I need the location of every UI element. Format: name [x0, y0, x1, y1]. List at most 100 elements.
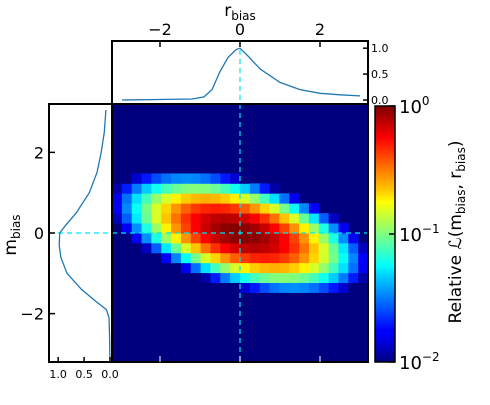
left-marginal-curve [58, 109, 111, 363]
heatmap-cell [200, 252, 211, 264]
heatmap-cell [171, 213, 182, 224]
heatmap-cell [249, 272, 261, 284]
heatmap-cell [240, 223, 251, 234]
colorbar-label-close: ) [446, 141, 466, 148]
heatmap-cell [299, 262, 310, 274]
colorbar-tick-exponent: −2 [422, 350, 440, 364]
left-bottom-tick-label: 0.5 [75, 368, 93, 381]
heatmap-cell [308, 272, 320, 284]
heatmap-cell [161, 233, 172, 244]
heatmap-cell [279, 242, 290, 254]
left-bottom-ticks: 1.0 0.5 0.0 [49, 357, 119, 381]
heatmap-cell [220, 223, 231, 234]
x-axis-label: rbias [224, 1, 256, 23]
heatmap-cell [289, 193, 300, 204]
heatmap-cell [180, 203, 192, 214]
heatmap-cell [318, 233, 330, 244]
heatmap-cell [308, 242, 320, 254]
heatmap-cell [289, 252, 300, 264]
heatmap-cell [121, 203, 133, 214]
heatmap-cell [328, 282, 339, 293]
heatmap-cell [308, 262, 320, 274]
heatmap-cell [348, 272, 359, 284]
heatmap-cell [200, 272, 211, 284]
heatmap-cell [240, 282, 251, 293]
heatmap-cell [131, 213, 142, 224]
heatmap-cell [328, 242, 339, 254]
heatmap-cell [338, 262, 349, 274]
top-x-tick-label: 2 [315, 20, 325, 39]
heatmap-cell [279, 282, 290, 293]
heatmap-cell [240, 262, 251, 274]
heatmap-cell [151, 242, 162, 254]
heatmap-cell [259, 282, 270, 293]
heatmap-cell [328, 262, 339, 274]
heatmap-cell [220, 252, 231, 264]
heatmap-cell [279, 223, 290, 234]
heatmap-cell [289, 262, 300, 274]
heatmap-cell [200, 193, 211, 204]
heatmap-cell [210, 223, 221, 234]
heatmap-cell [200, 242, 211, 254]
heatmap-cell [358, 252, 369, 264]
heatmap-cell [259, 213, 270, 224]
heatmap-cell [269, 193, 280, 204]
x-axis-label-main: r [224, 1, 231, 21]
heatmap-cell [249, 183, 261, 194]
heatmap-cell [141, 223, 152, 234]
left-y-tick-label: −2 [20, 305, 44, 324]
heatmap-cell [318, 242, 330, 254]
heatmap-cell [220, 193, 231, 204]
heatmap-cell [220, 213, 231, 224]
heatmap-cell [249, 252, 261, 264]
heatmap-cell [131, 233, 142, 244]
heatmap-cell [161, 203, 172, 214]
y-axis-label-sub: bias [9, 214, 23, 239]
heatmap-cell [151, 223, 162, 234]
heatmap-cell [112, 183, 123, 194]
heatmap-cell [141, 193, 152, 204]
colorbar-label: Relative ℒ(mbias, rbias) [446, 141, 468, 324]
heatmap-cell [338, 242, 349, 254]
heatmap-cell [279, 233, 290, 244]
heatmap-cell [230, 203, 241, 214]
heatmap-cell [240, 213, 251, 224]
heatmap-cell [269, 252, 280, 264]
heatmap-cell [289, 223, 300, 234]
heatmap-cell [269, 203, 280, 214]
heatmap-cell [308, 233, 320, 244]
top-x-tick-label: −2 [148, 20, 172, 39]
heatmap-cell [180, 173, 192, 184]
heatmap-cell [190, 173, 202, 184]
heatmap-cell [161, 242, 172, 254]
heatmap-cell [230, 242, 241, 254]
heatmap-cell [171, 223, 182, 234]
heatmap-cell [190, 242, 202, 254]
heatmap-cell [220, 233, 231, 244]
heatmap-cell [318, 272, 330, 284]
heatmap-cell [210, 213, 221, 224]
left-bottom-tick-label: 0.0 [101, 368, 119, 381]
heatmap-cell [151, 233, 162, 244]
heatmap-cell [289, 282, 300, 293]
heatmap-cell [358, 262, 369, 274]
heatmap-cell [289, 272, 300, 284]
heatmap-cell [230, 223, 241, 234]
heatmap-cell [318, 252, 330, 264]
heatmap-cell [279, 193, 290, 204]
heatmap-cell [269, 183, 280, 194]
heatmap-cell [299, 203, 310, 214]
heatmap-cell [180, 183, 192, 194]
colorbar-label-mid: , r [446, 172, 466, 190]
heatmap-cell [308, 213, 320, 224]
heatmap-cell [180, 213, 192, 224]
colorbar-tick-base: 10 [399, 353, 422, 374]
heatmap-cell [171, 193, 182, 204]
heatmap-cell [121, 173, 133, 184]
heatmap-cell [269, 242, 280, 254]
heatmap-cell [279, 252, 290, 264]
left-bottom-tick-label: 1.0 [49, 368, 67, 381]
heatmap-cell [210, 233, 221, 244]
colorbar-tick-exponent: −1 [422, 222, 440, 236]
